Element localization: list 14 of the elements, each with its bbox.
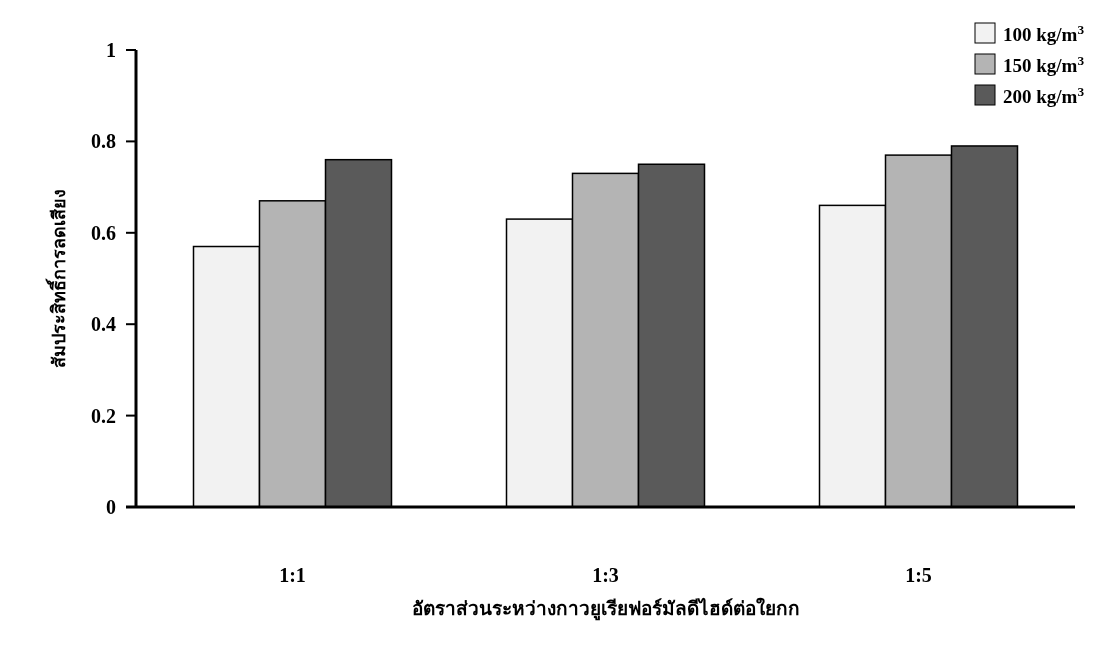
legend-label: 100 kg/m$^{3}$ xyxy=(1003,21,1085,45)
x-tick-label: 1:1 xyxy=(279,564,306,586)
y-tick-label: 0.4 xyxy=(91,313,116,336)
x-tick-label: 1:5 xyxy=(905,564,932,586)
legend-label: 150 kg/m$^{3}$ xyxy=(1003,52,1085,76)
x-tick-label: 1:3 xyxy=(592,564,619,586)
y-tick-label: 0.2 xyxy=(91,404,116,427)
y-tick-label: 1 xyxy=(106,39,116,61)
x-axis-title: อัตราส่วนระหว่างกาวยูเรียฟอร์มัลดีไฮด์ต่อใยกก xyxy=(411,597,800,621)
legend-label: 200 kg/m$^{3}$ xyxy=(1003,83,1085,107)
y-tick-label: 0 xyxy=(106,496,116,518)
y-axis-title: สัมประสิทธิ์การลดเสียง xyxy=(45,189,69,368)
y-tick-label: 0.8 xyxy=(91,130,116,153)
y-tick-label: 0.6 xyxy=(91,221,116,244)
